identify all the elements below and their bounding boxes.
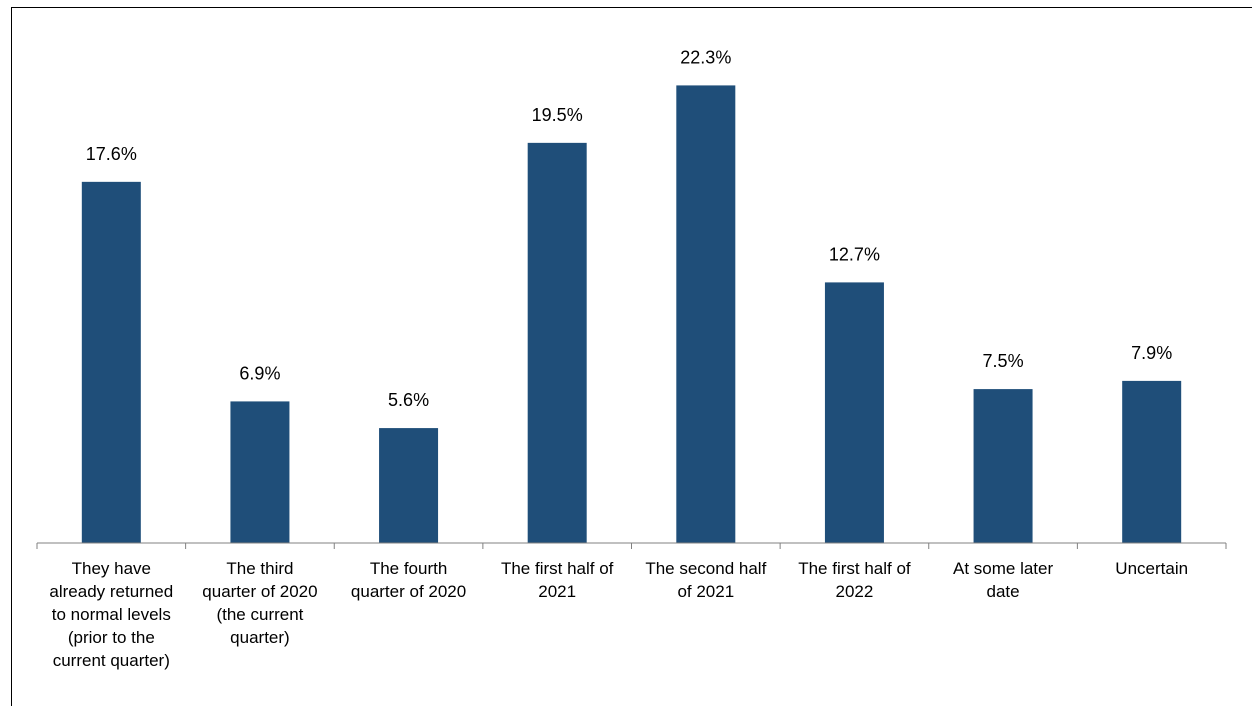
category-label-line: They have: [72, 559, 151, 578]
bar: [824, 282, 884, 543]
category-label: They have already returned to normal level…: [49, 559, 173, 670]
category-label-line: date: [987, 582, 1020, 601]
bar: [973, 389, 1033, 543]
data-label: 5.6%: [388, 390, 429, 410]
category-label-line: quarter of 2020: [202, 582, 317, 601]
bar: [379, 428, 439, 543]
category-label: The fourth quarter of 2020: [351, 559, 466, 601]
data-label: 7.5%: [983, 351, 1024, 371]
category-label: The first half of 2022: [798, 559, 911, 601]
category-label-line: Uncertain: [1115, 559, 1188, 578]
bars-group: [81, 85, 1182, 544]
chart-frame: [11, 7, 1252, 706]
category-label-line: The first half of: [798, 559, 911, 578]
bar: [230, 401, 290, 543]
category-label-line: to normal levels: [52, 605, 171, 624]
data-label: 17.6%: [86, 144, 137, 164]
category-label: At some later date: [953, 559, 1053, 601]
data-label: 19.5%: [532, 105, 583, 125]
category-label-line: of 2021: [677, 582, 734, 601]
category-label: The third quarter of 2020 (the current quar…: [202, 559, 317, 647]
category-label: Uncertain: [1115, 559, 1188, 578]
category-label: The second half of 2021: [645, 559, 766, 601]
x-axis-ticks: [36, 543, 1227, 549]
data-label: 12.7%: [829, 244, 880, 264]
bar: [527, 142, 587, 544]
category-labels-group: They have already returned to normal level…: [49, 559, 1188, 670]
category-label-line: quarter): [230, 628, 290, 647]
category-label-line: At some later: [953, 559, 1053, 578]
category-label: The first half of 2021: [501, 559, 614, 601]
category-label-line: The third: [226, 559, 293, 578]
category-label-line: The fourth: [370, 559, 448, 578]
category-label-line: quarter of 2020: [351, 582, 466, 601]
category-label-line: The first half of: [501, 559, 614, 578]
category-label-line: 2022: [836, 582, 874, 601]
data-label: 7.9%: [1131, 343, 1172, 363]
category-label-line: (the current: [216, 605, 303, 624]
category-label-line: (prior to the: [68, 628, 155, 647]
category-label-line: 2021: [538, 582, 576, 601]
category-label-line: The second half: [645, 559, 766, 578]
data-label: 22.3%: [680, 47, 731, 67]
category-label-line: current quarter): [53, 651, 170, 670]
bar: [1122, 380, 1182, 543]
bar: [81, 181, 141, 543]
category-label-line: already returned: [49, 582, 173, 601]
bar: [676, 85, 736, 544]
value-labels-group: 17.6% 6.9% 5.6% 19.5% 22.3% 12.7% 7.5% 7.9%: [86, 47, 1172, 410]
data-label: 6.9%: [239, 363, 280, 383]
